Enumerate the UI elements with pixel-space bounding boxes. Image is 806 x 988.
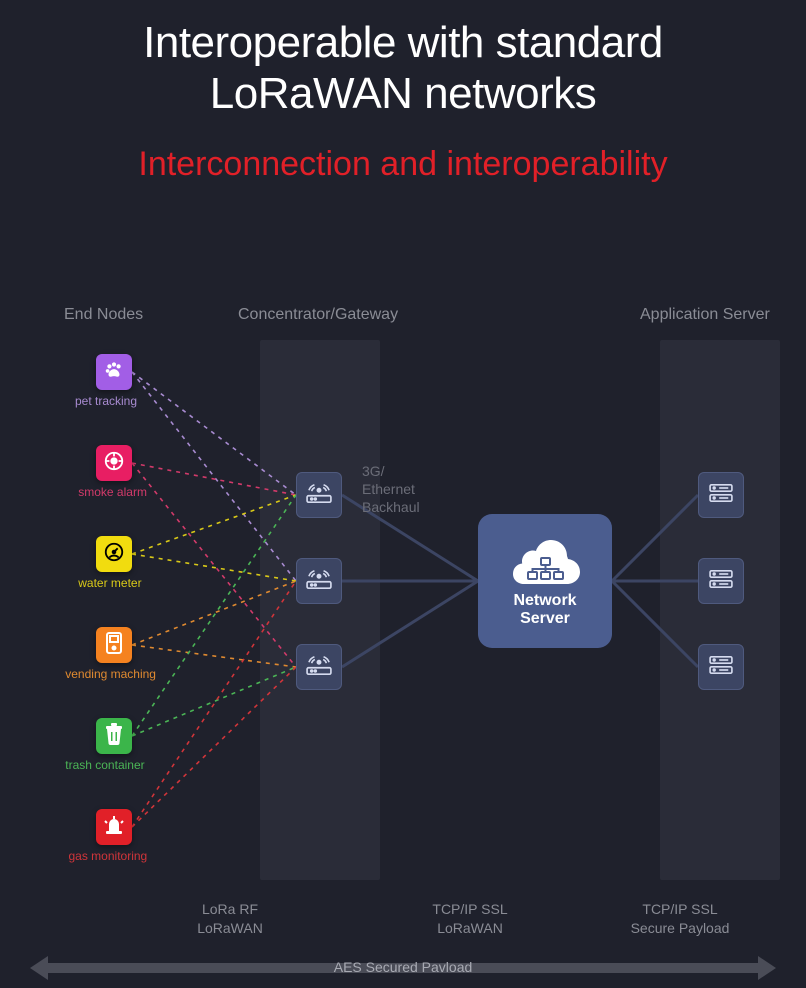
protocol-secure: TCP/IP SSL Secure Payload [590,900,770,938]
vending-icon [104,631,124,660]
gas-icon [103,815,125,840]
gateway-gw3 [296,644,342,690]
page-subtitle: Interconnection and interoperability [0,145,806,184]
node-pet [96,354,132,390]
node-vending [96,627,132,663]
gateway-panel [260,340,380,880]
diagram-canvas: End Nodes Concentrator/Gateway Applicati… [0,260,806,890]
smoke-icon [103,450,125,477]
protocol-secure-line2: Secure Payload [631,920,730,936]
network-server-label: Network Server [513,592,576,629]
protocol-lora-line1: LoRa RF [202,901,258,917]
col-label-gateway: Concentrator/Gateway [238,306,398,324]
aes-arrow: AES Secured Pavload [30,956,776,980]
node-label-water: water meter [78,576,141,590]
node-smoke [96,445,132,481]
aes-label: AES Secured Pavload [30,959,776,975]
appserver-s2 [698,558,744,604]
network-server-label-line2: Server [520,610,570,627]
water-icon [103,541,125,568]
node-trash [96,718,132,754]
node-water [96,536,132,572]
antenna-icon [304,654,334,681]
node-label-trash: trash container [65,758,144,772]
appserver-s3 [698,644,744,690]
col-label-end-nodes: End Nodes [64,306,143,324]
protocol-secure-line1: TCP/IP SSL [642,901,717,917]
node-gas [96,809,132,845]
network-server-label-line1: Network [513,592,576,609]
col-label-appserver: Application Server [640,306,770,324]
appserver-s1 [698,472,744,518]
protocol-tcp-line2: LoRaWAN [437,920,503,936]
appserver-panel [660,340,780,880]
protocol-lora-line2: LoRaWAN [197,920,263,936]
server-icon [708,569,734,594]
page-title: Interoperable with standard LoRaWAN netw… [0,0,806,119]
network-server: Network Server [478,514,612,648]
protocol-tcp-line1: TCP/IP SSL [432,901,507,917]
server-icon [708,483,734,508]
server-icon [708,655,734,680]
cloud-icon [505,534,585,586]
node-label-vending: vending maching [65,667,156,681]
antenna-icon [304,568,334,595]
backhaul-line1: 3G/ [362,463,385,479]
gateway-gw1 [296,472,342,518]
node-label-smoke: smoke alarm [78,485,147,499]
backhaul-line2: Ethernet [362,481,415,497]
protocol-lora: LoRa RF LoRaWAN [150,900,310,938]
protocol-tcplorawan: TCP/IP SSL LoRaWAN [380,900,560,938]
antenna-icon [304,482,334,509]
node-label-gas: gas monitoring [69,849,148,863]
node-label-pet: pet tracking [75,394,137,408]
backhaul-line3: Backhaul [362,499,420,515]
trash-icon [104,723,124,750]
pet-icon [103,359,125,386]
backhaul-label: 3G/ Ethernet Backhaul [362,462,420,517]
gateway-gw2 [296,558,342,604]
